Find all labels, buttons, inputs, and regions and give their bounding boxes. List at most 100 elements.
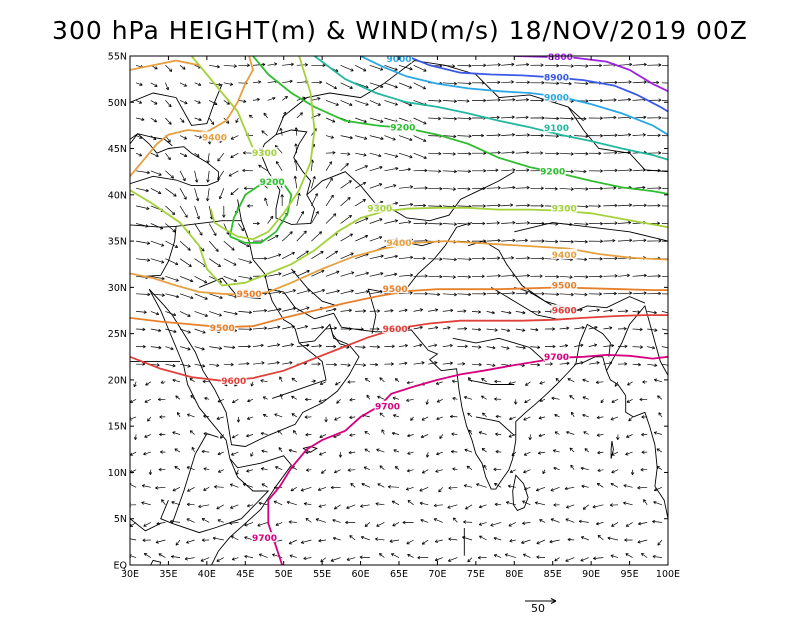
wind-arrow	[364, 448, 370, 453]
wind-arrow	[194, 328, 206, 334]
wind-arrow	[494, 397, 502, 401]
wind-arrow	[501, 80, 514, 84]
wind-arrow	[647, 115, 662, 120]
wind-arrow	[596, 415, 604, 420]
wind-arrow	[588, 116, 603, 120]
wind-arrow	[238, 240, 250, 248]
coastline-segment	[468, 379, 515, 385]
wind-arrow	[200, 557, 210, 562]
wind-arrow	[325, 151, 336, 155]
wind-arrow	[555, 377, 560, 383]
coastline-segment	[160, 458, 270, 534]
wind-arrow	[407, 433, 414, 438]
wind-arrow	[477, 555, 487, 560]
wind-arrow	[194, 170, 199, 183]
wind-arrow	[661, 328, 668, 331]
wind-arrow	[610, 482, 619, 488]
contour-label: 9400	[552, 251, 577, 261]
wind-arrow	[398, 361, 408, 365]
wind-arrow	[141, 501, 151, 506]
wind-arrow	[376, 448, 385, 453]
wind-arrow	[350, 482, 356, 488]
wind-arrow	[457, 81, 472, 86]
contour-label-bg	[382, 323, 409, 334]
wind-arrow	[165, 293, 180, 299]
wind-arrow	[330, 557, 341, 562]
wind-arrow	[282, 251, 295, 260]
wind-arrow	[559, 275, 573, 279]
wind-arrow	[463, 395, 473, 400]
wind-arrow	[554, 413, 560, 418]
wind-arrow	[617, 97, 632, 102]
wind-arrow	[340, 363, 351, 367]
wind-arrow	[136, 240, 151, 245]
wind-arrow	[361, 482, 370, 488]
wind-arrow	[325, 135, 334, 139]
wind-arrow	[616, 434, 620, 440]
contour-label-bg	[201, 131, 228, 142]
wind-arrow	[595, 521, 604, 526]
wind-arrow	[150, 311, 160, 316]
wind-arrow	[169, 519, 181, 524]
wind-arrow	[165, 223, 176, 233]
wind-arrow	[238, 361, 250, 366]
wind-arrow	[392, 522, 400, 527]
wind-arrow	[471, 345, 482, 349]
wind-arrow	[544, 239, 559, 244]
wind-arrow	[406, 539, 414, 545]
reference-vector-head	[550, 598, 557, 604]
wind-arrow	[530, 116, 545, 120]
wind-arrow	[275, 161, 283, 171]
wind-arrow	[501, 133, 515, 137]
wind-arrow	[448, 486, 458, 490]
y-tick-label: 5N	[114, 514, 127, 525]
wind-arrow	[334, 416, 341, 421]
wind-arrow	[390, 553, 400, 558]
contour-label-bg	[220, 374, 247, 385]
wind-arrow	[523, 451, 531, 456]
wind-arrow	[457, 344, 468, 349]
wind-arrow	[355, 135, 368, 140]
wind-arrow	[435, 469, 443, 473]
contour-line-9400	[130, 59, 200, 71]
wind-arrow	[275, 522, 283, 526]
wind-arrow	[177, 412, 181, 418]
wind-arrow	[588, 221, 603, 226]
wind-arrow	[603, 80, 618, 85]
wind-arrow	[161, 499, 166, 506]
wind-arrow	[661, 187, 668, 189]
wind-arrow	[428, 222, 443, 226]
wind-arrow	[442, 152, 456, 156]
wind-arrow	[311, 362, 321, 366]
wind-arrow	[661, 100, 668, 101]
coastline-segment	[514, 222, 668, 242]
wind-arrow	[261, 483, 268, 488]
wind-arrow	[521, 539, 531, 544]
contour-label: 9200	[390, 123, 415, 133]
contour-label: 9300	[252, 149, 277, 159]
wind-arrow	[515, 291, 529, 295]
wind-arrow	[515, 62, 530, 67]
wind-arrow	[206, 170, 210, 183]
wind-arrow	[304, 397, 312, 402]
wind-arrow	[656, 448, 663, 453]
wind-arrow	[617, 168, 633, 172]
wind-arrow	[483, 464, 487, 470]
contour-label: 9700	[252, 534, 277, 544]
wind-arrow	[130, 503, 137, 507]
coastline-segment	[291, 268, 338, 307]
contour-label: 9400	[386, 239, 411, 249]
wind-arrow	[267, 272, 282, 277]
wind-arrow	[300, 486, 312, 492]
wind-arrow	[588, 186, 603, 191]
wind-arrow	[501, 238, 516, 243]
wind-arrow	[219, 434, 225, 439]
wind-arrow	[165, 82, 170, 91]
wind-arrow	[332, 518, 341, 523]
wind-arrow	[194, 135, 203, 139]
wind-arrow	[262, 396, 268, 400]
wind-arrow	[632, 291, 647, 295]
wind-arrow	[433, 518, 443, 523]
wind-arrow	[486, 221, 500, 225]
wind-arrow	[252, 343, 264, 348]
